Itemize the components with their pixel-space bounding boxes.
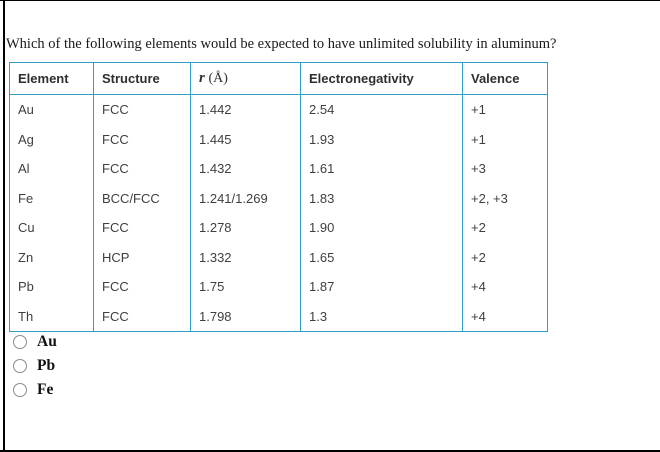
cell-structure: FCC bbox=[93, 124, 191, 154]
option-label-fe: Fe bbox=[37, 381, 54, 398]
option-label-au: Au bbox=[37, 333, 57, 350]
option-fe[interactable]: Fe bbox=[13, 378, 57, 402]
cell-radius: 1.278 bbox=[190, 213, 301, 243]
cell-element: Zn bbox=[9, 242, 94, 272]
question-text: Which of the following elements would be… bbox=[6, 36, 557, 52]
cell-electronegativity: 1.93 bbox=[300, 124, 463, 154]
table-row: Pb FCC 1.75 1.87 +4 bbox=[9, 272, 548, 302]
cell-radius: 1.445 bbox=[190, 124, 301, 154]
cell-structure: HCP bbox=[93, 242, 191, 272]
cell-structure: FCC bbox=[93, 154, 191, 184]
frame-bottom-border bbox=[0, 450, 660, 452]
cell-valence: +1 bbox=[462, 94, 548, 125]
col-header-valence: Valence bbox=[462, 62, 548, 95]
radio-button-fe[interactable] bbox=[13, 383, 27, 397]
option-label-pb: Pb bbox=[37, 357, 56, 374]
cell-radius: 1.798 bbox=[190, 301, 301, 332]
cell-valence: +4 bbox=[462, 301, 548, 332]
table-row: Zn HCP 1.332 1.65 +2 bbox=[9, 242, 548, 272]
cell-electronegativity: 2.54 bbox=[300, 94, 463, 125]
cell-radius: 1.75 bbox=[190, 272, 301, 302]
cell-radius: 1.332 bbox=[190, 242, 301, 272]
cell-radius: 1.241/1.269 bbox=[190, 183, 301, 213]
col-header-structure: Structure bbox=[93, 62, 191, 95]
frame-left-border bbox=[3, 0, 5, 452]
cell-element: Ag bbox=[9, 124, 94, 154]
col-header-electronegativity: Electronegativity bbox=[300, 62, 463, 95]
cell-structure: FCC bbox=[93, 301, 191, 332]
cell-element: Fe bbox=[9, 183, 94, 213]
option-au[interactable]: Au bbox=[13, 330, 57, 354]
radius-unit: (Å) bbox=[208, 71, 228, 86]
cell-electronegativity: 1.90 bbox=[300, 213, 463, 243]
table-row: Fe BCC/FCC 1.241/1.269 1.83 +2, +3 bbox=[9, 183, 548, 213]
radio-button-au[interactable] bbox=[13, 335, 27, 349]
properties-table: Element Structure r (Å) Electronegativit… bbox=[9, 62, 548, 332]
table-row: Au FCC 1.442 2.54 +1 bbox=[9, 94, 548, 125]
cell-valence: +3 bbox=[462, 154, 548, 184]
cell-structure: BCC/FCC bbox=[93, 183, 191, 213]
cell-valence: +2 bbox=[462, 242, 548, 272]
cell-element: Al bbox=[9, 154, 94, 184]
cell-radius: 1.442 bbox=[190, 94, 301, 125]
cell-element: Th bbox=[9, 301, 94, 332]
col-header-element: Element bbox=[9, 62, 94, 95]
frame-top-border bbox=[0, 0, 660, 1]
cell-electronegativity: 1.87 bbox=[300, 272, 463, 302]
cell-electronegativity: 1.61 bbox=[300, 154, 463, 184]
table-row: Ag FCC 1.445 1.93 +1 bbox=[9, 124, 548, 154]
table-header-row: Element Structure r (Å) Electronegativit… bbox=[9, 62, 548, 95]
cell-structure: FCC bbox=[93, 213, 191, 243]
cell-valence: +4 bbox=[462, 272, 548, 302]
cell-element: Pb bbox=[9, 272, 94, 302]
cell-electronegativity: 1.83 bbox=[300, 183, 463, 213]
table-row: Al FCC 1.432 1.61 +3 bbox=[9, 154, 548, 184]
cell-element: Au bbox=[9, 94, 94, 125]
option-pb[interactable]: Pb bbox=[13, 354, 57, 378]
radio-button-pb[interactable] bbox=[13, 359, 27, 373]
table-row: Cu FCC 1.278 1.90 +2 bbox=[9, 213, 548, 243]
answer-options: Au Pb Fe bbox=[13, 330, 57, 402]
cell-structure: FCC bbox=[93, 272, 191, 302]
cell-valence: +2, +3 bbox=[462, 183, 548, 213]
table-row: Th FCC 1.798 1.3 +4 bbox=[9, 301, 548, 332]
cell-electronegativity: 1.65 bbox=[300, 242, 463, 272]
cell-radius: 1.432 bbox=[190, 154, 301, 184]
cell-element: Cu bbox=[9, 213, 94, 243]
cell-valence: +2 bbox=[462, 213, 548, 243]
cell-structure: FCC bbox=[93, 94, 191, 125]
cell-electronegativity: 1.3 bbox=[300, 301, 463, 332]
radius-symbol: r bbox=[199, 70, 205, 86]
cell-valence: +1 bbox=[462, 124, 548, 154]
col-header-radius: r (Å) bbox=[190, 62, 301, 95]
